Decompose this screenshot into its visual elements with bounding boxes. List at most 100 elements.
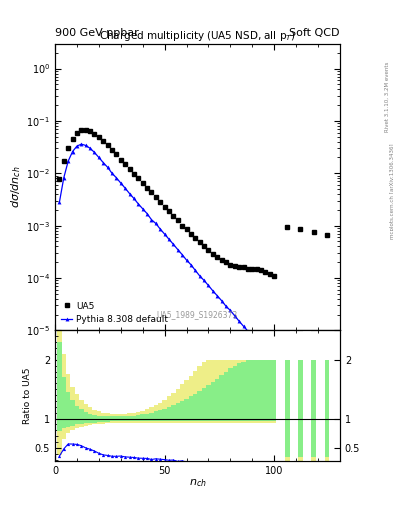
Bar: [189, 376, 193, 422]
Bar: [224, 372, 228, 421]
UA5: [57, 176, 62, 182]
Bar: [241, 360, 246, 422]
Bar: [149, 408, 154, 422]
Bar: [219, 360, 224, 422]
Bar: [123, 414, 127, 422]
Bar: [105, 416, 110, 422]
Bar: [211, 360, 215, 422]
Bar: [259, 360, 263, 422]
Bar: [325, 360, 329, 464]
Pythia 8.308 default: [132, 196, 136, 202]
Bar: [303, 330, 312, 461]
UA5: [272, 273, 277, 279]
Y-axis label: Ratio to UA5: Ratio to UA5: [23, 367, 32, 424]
Text: Rivet 3.1.10, 3.2M events: Rivet 3.1.10, 3.2M events: [385, 61, 389, 132]
Legend: UA5, Pythia 8.308 default: UA5, Pythia 8.308 default: [59, 300, 170, 326]
Bar: [154, 412, 158, 421]
Pythia 8.308 default: [294, 382, 298, 388]
Bar: [136, 412, 141, 422]
Bar: [110, 416, 114, 421]
Bar: [255, 360, 259, 422]
Bar: [263, 360, 268, 421]
Bar: [311, 360, 316, 464]
Bar: [233, 360, 237, 422]
Pythia 8.308 default: [193, 267, 198, 273]
Bar: [272, 360, 276, 422]
Text: Soft QCD: Soft QCD: [290, 28, 340, 38]
Bar: [79, 409, 84, 424]
Bar: [285, 360, 290, 457]
Bar: [57, 342, 62, 432]
Title: Charged multiplicity (UA5 NSD, all p$_T$): Charged multiplicity (UA5 NSD, all p$_T$…: [99, 29, 296, 44]
Bar: [228, 368, 233, 421]
UA5: [149, 189, 154, 196]
Bar: [114, 416, 119, 421]
Bar: [250, 360, 255, 421]
Bar: [92, 415, 97, 422]
Bar: [101, 416, 105, 422]
Bar: [263, 360, 268, 422]
Bar: [206, 385, 211, 421]
Bar: [259, 360, 263, 421]
Bar: [84, 412, 88, 423]
Pythia 8.308 default: [57, 199, 62, 205]
Bar: [114, 414, 119, 422]
Bar: [298, 360, 303, 457]
Bar: [62, 377, 66, 429]
Bar: [219, 375, 224, 421]
Bar: [193, 371, 198, 422]
Bar: [141, 411, 145, 422]
Bar: [184, 398, 189, 421]
Bar: [176, 389, 180, 422]
X-axis label: $n_{ch}$: $n_{ch}$: [189, 477, 206, 489]
Bar: [92, 410, 97, 424]
Bar: [290, 330, 294, 461]
Bar: [162, 400, 167, 422]
Bar: [237, 360, 241, 422]
Bar: [75, 406, 79, 424]
Bar: [198, 391, 202, 421]
Bar: [62, 354, 66, 439]
Bar: [158, 402, 162, 422]
UA5: [101, 138, 106, 144]
Pythia 8.308 default: [114, 175, 119, 181]
Bar: [136, 415, 141, 421]
Bar: [255, 360, 259, 421]
Bar: [101, 413, 105, 424]
Bar: [70, 400, 75, 425]
Bar: [246, 360, 250, 421]
Pythia 8.308 default: [224, 303, 228, 309]
Line: Pythia 8.308 default: Pythia 8.308 default: [57, 142, 329, 421]
Bar: [162, 409, 167, 421]
Bar: [206, 360, 211, 422]
Bar: [84, 404, 88, 425]
Bar: [176, 403, 180, 421]
Bar: [298, 360, 303, 464]
Bar: [211, 382, 215, 421]
Y-axis label: $d\sigma/dn_{ch}$: $d\sigma/dn_{ch}$: [9, 166, 23, 208]
Bar: [202, 361, 206, 422]
UA5: [325, 232, 329, 239]
Bar: [202, 388, 206, 421]
Bar: [149, 413, 154, 421]
Bar: [189, 396, 193, 421]
Bar: [171, 393, 176, 422]
Bar: [105, 413, 110, 423]
UA5: [202, 243, 206, 249]
Bar: [180, 401, 184, 421]
Bar: [88, 414, 92, 422]
UA5: [197, 239, 202, 245]
Pythia 8.308 default: [79, 141, 84, 147]
Bar: [97, 416, 101, 422]
Bar: [154, 405, 158, 422]
Bar: [198, 366, 202, 422]
Bar: [75, 394, 79, 428]
Bar: [88, 407, 92, 425]
Bar: [184, 380, 189, 422]
Bar: [167, 407, 171, 421]
Bar: [215, 378, 219, 421]
Bar: [228, 360, 233, 422]
Bar: [268, 360, 272, 422]
Bar: [66, 374, 70, 433]
Bar: [123, 416, 127, 421]
